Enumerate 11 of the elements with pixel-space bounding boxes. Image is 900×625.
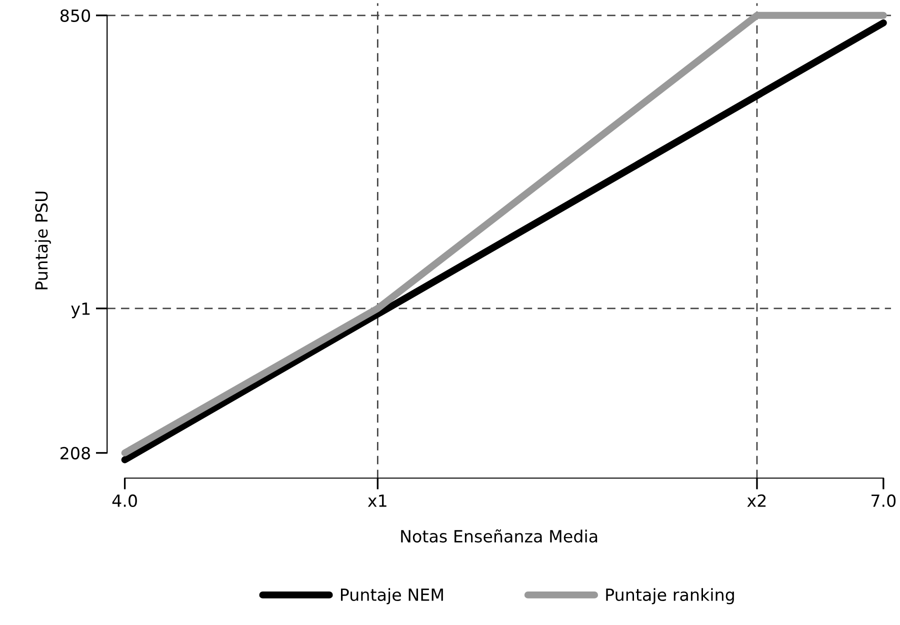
y-axis-title: Puntaje PSU xyxy=(34,192,51,290)
x-tick-label: x2 xyxy=(747,494,766,507)
y-tick-label: 208 xyxy=(60,446,90,460)
y-tick-label: y1 xyxy=(71,302,90,318)
x-tick-label: 4.0 xyxy=(112,494,137,507)
legend-label: Puntaje ranking xyxy=(606,588,734,604)
x-tick-label: x1 xyxy=(368,494,386,507)
x-tick-label: 7.0 xyxy=(872,494,896,507)
legend-label: Puntaje NEM xyxy=(340,588,443,604)
x-axis-title: Notas Enseñanza Media xyxy=(401,529,598,543)
y-tick-label: 850 xyxy=(60,9,90,22)
